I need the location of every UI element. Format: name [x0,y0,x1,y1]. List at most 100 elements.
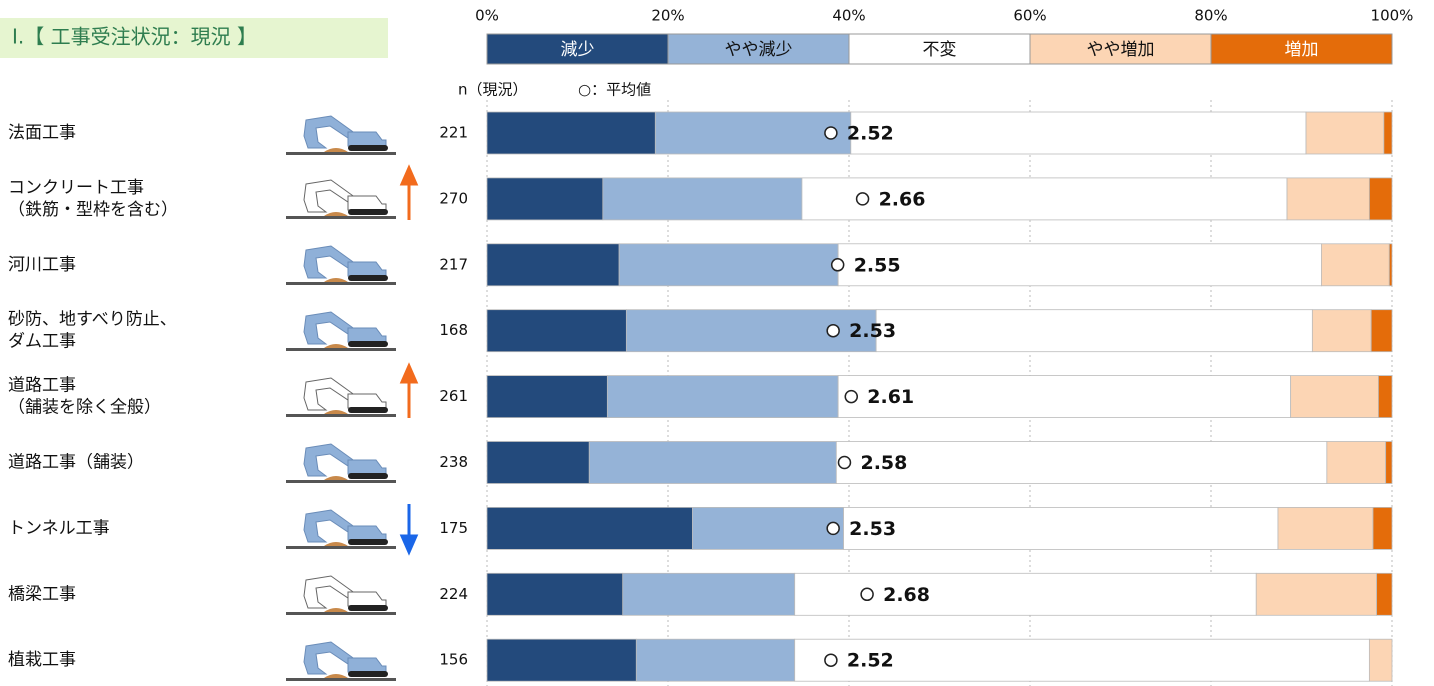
bar-segment [1321,243,1390,287]
category-label: （舗装を除く全般） [8,398,161,418]
legend-swatch [1029,33,1212,65]
bar-segment [1326,441,1387,484]
bar-segment [635,638,796,682]
title-box [0,18,388,58]
bar-segment [801,177,1288,221]
category-label: トンネル工事 [8,518,110,538]
legend-swatch [486,33,669,65]
bar-segment [1277,506,1374,550]
bar-segment [618,243,839,287]
bar-segment [486,243,620,287]
n-value: 175 [439,519,468,537]
legend-swatch [848,33,1031,65]
bar-segment [486,638,637,682]
bar-segment [486,572,624,616]
category-label: 橋梁工事 [8,584,76,604]
n-value: 217 [439,255,468,273]
bar-segment [1383,111,1393,155]
category-label: （鉄筋・型枠を含む） [8,200,178,220]
bar-segment [1372,506,1393,550]
mean-label: 2.53 [849,320,896,342]
bar-segment [837,243,1322,287]
category-label: 河川工事 [8,255,76,275]
bar-segment [602,177,803,221]
bar-segment [1311,309,1372,353]
bar-segment [1368,638,1393,682]
category-label: コンクリート工事 [8,178,144,198]
n-value: 238 [439,453,468,471]
n-value: 224 [439,585,468,603]
mean-label: 2.66 [879,188,926,210]
mean-marker [830,258,845,272]
bar-segment [835,441,1328,484]
n-label: n（現況） [458,81,528,99]
bar-segment [1286,177,1370,221]
bar-segment [486,506,693,550]
x-tick-label: 100% [1371,7,1414,25]
bar-segment [588,441,837,484]
bar-segment [794,638,1370,682]
mean-marker [826,521,840,536]
mean-label: 2.53 [849,518,896,540]
bar-segment [1388,243,1393,287]
mean-label: 2.55 [854,254,901,276]
x-tick-label: 80% [1194,7,1227,25]
mean-label: 2.52 [847,123,894,145]
bar-segment [1385,441,1393,484]
bar-segment [692,506,844,550]
category-label: 植栽工事 [8,650,76,670]
bar-segment [1290,375,1379,419]
mean-marker [837,455,852,470]
bar-segment [486,375,608,419]
mean-marker [826,323,840,338]
bar-segment [606,375,839,419]
x-tick-label: 60% [1013,7,1046,25]
mean-marker [824,653,838,667]
x-tick-label: 0% [475,7,499,25]
bar-segment [1305,111,1385,155]
category-label: 砂防、地すべり防止、 [8,310,177,330]
bar-segment [486,441,590,484]
legend-label: 増加 [1285,40,1319,60]
mean-marker [844,389,859,404]
bar-segment [850,111,1307,155]
mean-marker [824,126,838,140]
category-label: 道路工事 [8,376,76,396]
legend-swatch [667,33,850,65]
x-tick-label: 20% [651,7,684,25]
bar-segment [486,309,627,353]
chart-title: Ⅰ.【 工事受注状況：現況 】 [12,25,257,49]
mean-label: 2.58 [860,452,907,474]
legend-label: やや増加 [1087,40,1155,60]
n-value: 261 [439,387,468,405]
bar-segment [486,177,604,221]
bar-segment [837,375,1292,419]
mean-marker [860,587,874,602]
legend-label: 不変 [923,40,957,60]
bar-segment [486,111,656,155]
bar-segment [1255,572,1378,616]
legend-label: やや減少 [725,40,793,60]
mean-label: 2.52 [847,650,894,672]
n-value: 168 [439,321,468,339]
bar-segment [1368,177,1393,221]
mean-marker [855,192,870,206]
mean-label: 2.68 [883,584,930,606]
n-value: 221 [439,124,468,142]
n-value: 270 [439,189,468,207]
bar-segment [1376,572,1393,616]
bar-segment [622,572,796,616]
legend-swatch [1210,33,1393,65]
bar-segment [875,309,1313,353]
mean-label: ○：平均値 [578,81,651,99]
x-tick-label: 40% [832,7,865,25]
category-label: ダム工事 [8,332,76,352]
category-label: 法面工事 [8,123,76,143]
bar-segment [654,111,852,155]
category-label: 道路工事（舗装） [8,453,144,473]
bar-segment [843,506,1279,550]
icons [285,115,419,682]
mean-label: 2.61 [867,386,914,408]
n-value: 156 [439,651,468,669]
